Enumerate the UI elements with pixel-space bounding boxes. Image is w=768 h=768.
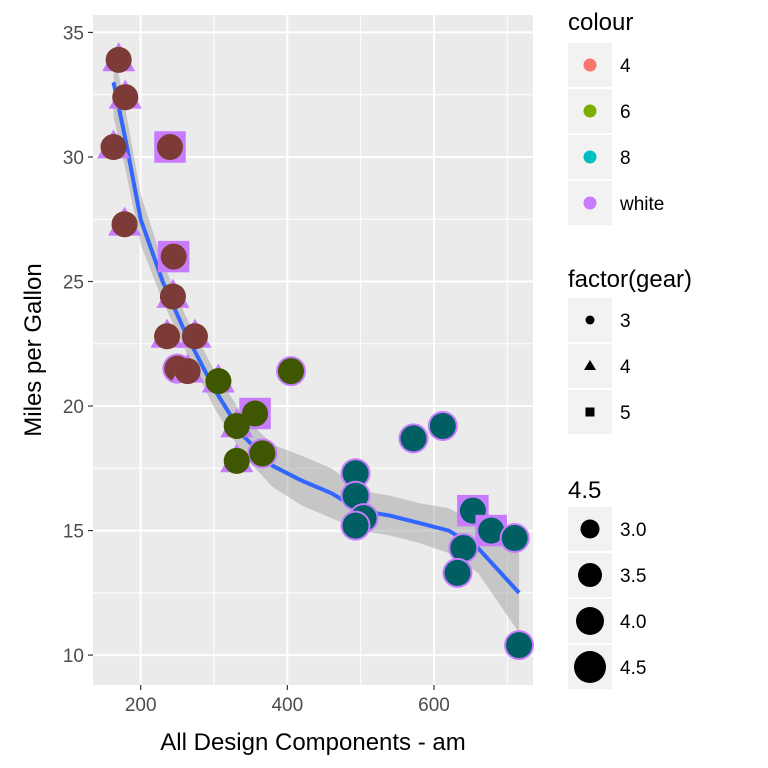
legend-size-circle — [574, 651, 606, 683]
data-point — [97, 129, 131, 161]
point-size-marker — [181, 323, 208, 350]
legend-size-label: 3.5 — [620, 566, 646, 587]
x-tick-label: 400 — [271, 695, 303, 716]
data-point — [239, 397, 271, 430]
point-size-marker — [157, 134, 183, 161]
legend-size-label: 4.5 — [620, 658, 646, 679]
major-gridlines — [93, 15, 533, 685]
y-tick-label: 15 — [63, 522, 84, 543]
point-size-marker — [342, 512, 369, 539]
point-size-marker — [249, 440, 276, 467]
data-point — [108, 79, 142, 111]
point-size-marker — [112, 84, 139, 111]
point-size-marker — [400, 425, 427, 452]
data-point — [171, 353, 205, 385]
legend-shape-triangle — [584, 360, 596, 370]
axis-ticks: 200 400 600 10 15 20 25 30 35 — [63, 23, 450, 716]
y-tick-label: 35 — [63, 23, 84, 44]
point-size-marker — [342, 482, 369, 509]
point-size-marker — [223, 412, 250, 439]
point-size-marker — [154, 323, 181, 350]
legend-shape-label: 3 — [620, 311, 631, 332]
plot-panel — [93, 15, 533, 685]
data-point — [457, 494, 489, 527]
y-tick-label: 25 — [63, 273, 84, 294]
data-point — [102, 42, 136, 73]
y-axis-title: Miles per Gallon — [20, 263, 47, 436]
point-size-marker — [160, 243, 187, 270]
legend-colour-swatch — [583, 58, 597, 72]
legend-size-circle — [580, 519, 600, 539]
point-size-marker — [342, 460, 369, 487]
point-size-marker — [501, 525, 528, 552]
data-point — [340, 458, 371, 489]
legend-colour: colour 4 6 8 white — [568, 9, 664, 225]
data-point — [504, 630, 535, 661]
legend-colour-title: colour — [568, 9, 633, 36]
legend-size-title: 4.5 — [568, 477, 601, 504]
legend-colour-label: white — [619, 194, 664, 215]
x-tick-label: 600 — [418, 695, 450, 716]
data-point — [448, 533, 479, 564]
y-tick-label: 10 — [63, 646, 84, 667]
legend-colour-label: 4 — [620, 56, 631, 77]
legend-shape-label: 5 — [620, 403, 631, 424]
legend-colour-swatch — [583, 196, 597, 210]
point-size-marker — [242, 400, 269, 427]
point-size-marker — [478, 517, 505, 544]
legend-colour-label: 6 — [620, 102, 631, 123]
data-point — [276, 356, 306, 387]
legend-shape: factor(gear) 3 4 5 — [568, 266, 692, 434]
legend-size-label: 3.0 — [620, 520, 646, 541]
data-point — [220, 443, 254, 474]
point-size-marker — [159, 283, 186, 310]
legend-shape-square — [585, 407, 595, 417]
points-layer — [97, 42, 535, 661]
data-point — [157, 240, 190, 273]
point-size-marker — [278, 358, 304, 385]
data-point — [154, 131, 186, 163]
legend-size-circle — [576, 607, 604, 635]
point-size-marker — [205, 368, 232, 395]
data-point — [201, 363, 235, 395]
legend-colour-label: 8 — [620, 148, 631, 169]
data-point — [442, 557, 473, 588]
y-tick-label: 30 — [63, 148, 84, 169]
data-point — [220, 408, 254, 439]
point-size-marker — [174, 358, 201, 385]
x-axis-title: All Design Components - am — [160, 729, 465, 756]
data-point — [340, 480, 371, 511]
smooth-line-layer — [111, 81, 521, 595]
data-point — [178, 318, 212, 350]
point-size-marker — [506, 632, 533, 659]
data-point — [108, 206, 142, 238]
legend-shape-title: factor(gear) — [568, 266, 692, 293]
data-point — [475, 514, 507, 547]
legend-size: 4.5 3.0 3.5 4.0 4.5 — [568, 477, 646, 689]
data-point — [427, 410, 458, 441]
point-size-marker — [429, 412, 456, 439]
data-point — [398, 423, 429, 454]
legend-shape-circle — [585, 315, 595, 325]
smooth-line — [111, 81, 521, 595]
x-tick-label: 200 — [125, 695, 157, 716]
legend-size-label: 4.0 — [620, 612, 646, 633]
point-size-marker — [105, 46, 132, 73]
data-point — [156, 278, 190, 310]
data-point — [499, 523, 530, 554]
legend-colour-swatch — [583, 104, 597, 118]
legend-shape-label: 4 — [620, 357, 631, 378]
point-size-marker — [444, 559, 471, 586]
point-size-marker — [223, 447, 250, 474]
data-point — [150, 318, 184, 350]
data-point — [247, 438, 278, 469]
legend-colour-swatch — [583, 150, 597, 164]
point-size-marker — [111, 211, 138, 238]
point-size-marker — [100, 134, 127, 161]
point-size-marker — [450, 535, 477, 562]
data-point — [340, 510, 371, 541]
y-tick-label: 20 — [63, 397, 84, 418]
legend-size-circle — [578, 563, 602, 587]
